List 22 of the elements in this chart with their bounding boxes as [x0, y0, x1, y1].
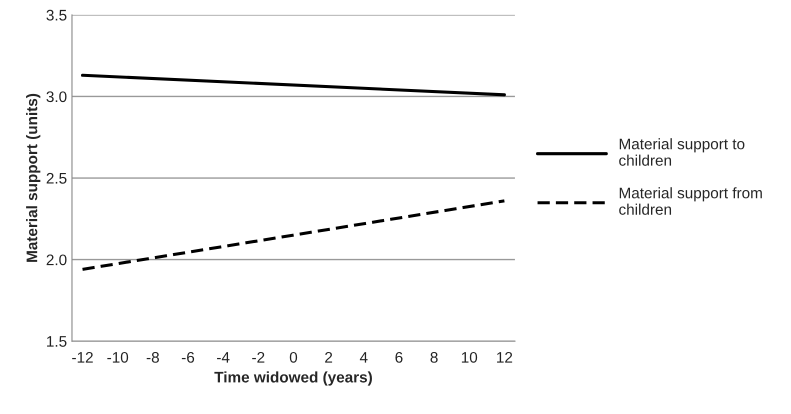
- x-tick-label: -12: [72, 352, 93, 363]
- x-tick-label: 6: [395, 352, 403, 363]
- legend-label: Material support from children: [619, 187, 762, 215]
- x-tick-label: 8: [430, 352, 438, 363]
- y-tick-label: 2.5: [46, 172, 66, 184]
- x-tick-label: 2: [325, 352, 332, 363]
- y-tick-label: 3.5: [46, 10, 66, 21]
- y-tick-label: 1.5: [47, 336, 66, 347]
- x-tick-label: 4: [360, 352, 368, 363]
- x-tick-label: -10: [107, 352, 128, 363]
- x-axis-title: Time widowed (years): [214, 371, 372, 386]
- y-tick-label: 3.0: [46, 91, 67, 102]
- x-tick-label: 12: [497, 352, 512, 363]
- x-tick-label: -2: [252, 352, 264, 363]
- y-tick-label: 2.0: [46, 254, 67, 266]
- x-tick-label: -6: [182, 352, 194, 363]
- x-tick-label: 10: [462, 352, 478, 363]
- legend-label: Material support to children: [619, 138, 744, 166]
- x-tick-label: 0: [290, 352, 298, 363]
- x-tick-label: -4: [217, 352, 230, 363]
- y-axis-title: Material support (units): [26, 94, 40, 262]
- x-tick-label: -8: [146, 352, 159, 363]
